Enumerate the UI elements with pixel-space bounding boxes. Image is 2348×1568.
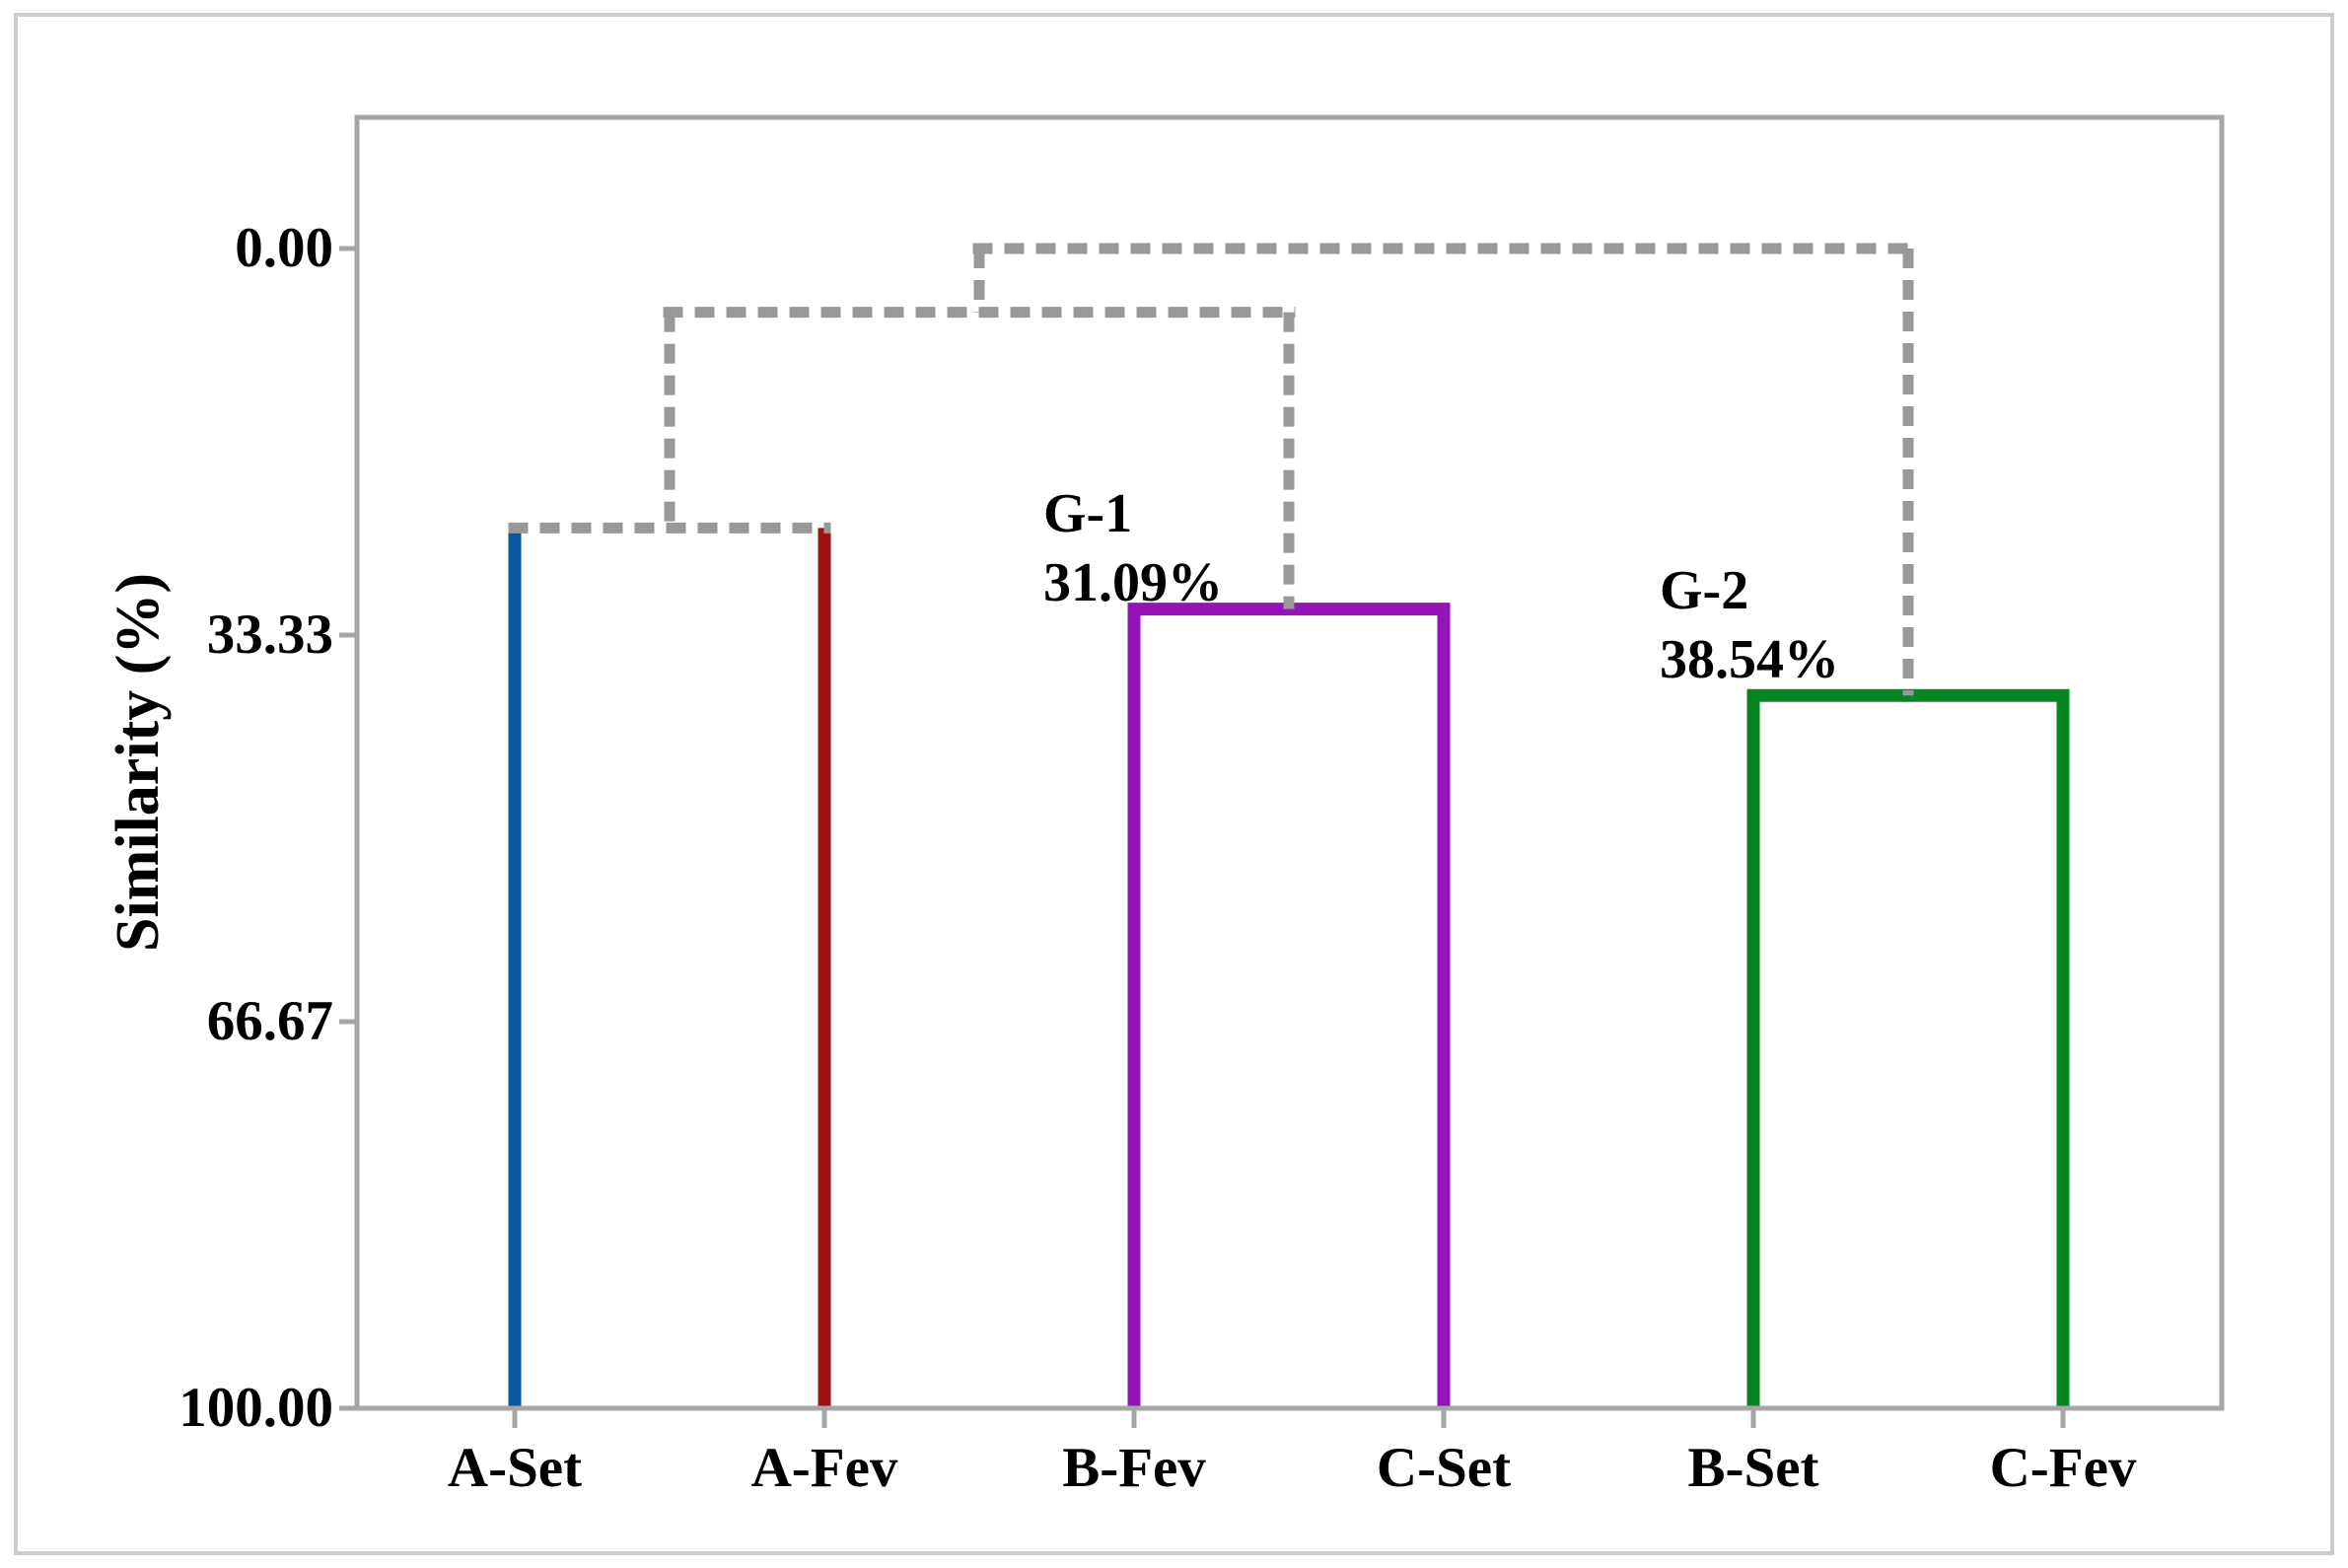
annotation-g1: G-1 31.09%: [1043, 479, 1223, 617]
leaf-label-b-set: B-Set: [1687, 1437, 1819, 1499]
annotation-g1-value: 31.09%: [1043, 552, 1223, 613]
annotation-g2-name: G-2: [1660, 560, 1749, 621]
y-tick-label-67: 66.67: [206, 990, 333, 1052]
leaf-lines: [508, 528, 2070, 1408]
annotation-g2-value: 38.54%: [1660, 629, 1839, 690]
leaf-label-b-fev: B-Fev: [1062, 1437, 1206, 1499]
plot-border: [354, 114, 2225, 1411]
leaf-label-c-fev: C-Fev: [1989, 1437, 2137, 1499]
leaf-label-a-set: A-Set: [447, 1437, 583, 1499]
leaf-label-c-set: C-Set: [1376, 1437, 1512, 1499]
y-tick-label-100: 100.00: [178, 1377, 333, 1439]
cluster-links: [508, 243, 2070, 702]
annotation-g1-name: G-1: [1043, 483, 1133, 544]
y-tick-label-0: 0.00: [235, 217, 333, 279]
leaf-label-a-fev: A-Fev: [750, 1437, 898, 1499]
annotation-g2: G-2 38.54%: [1660, 556, 1839, 694]
y-tick-label-33: 33.33: [206, 604, 333, 666]
axes: [339, 114, 2225, 1428]
